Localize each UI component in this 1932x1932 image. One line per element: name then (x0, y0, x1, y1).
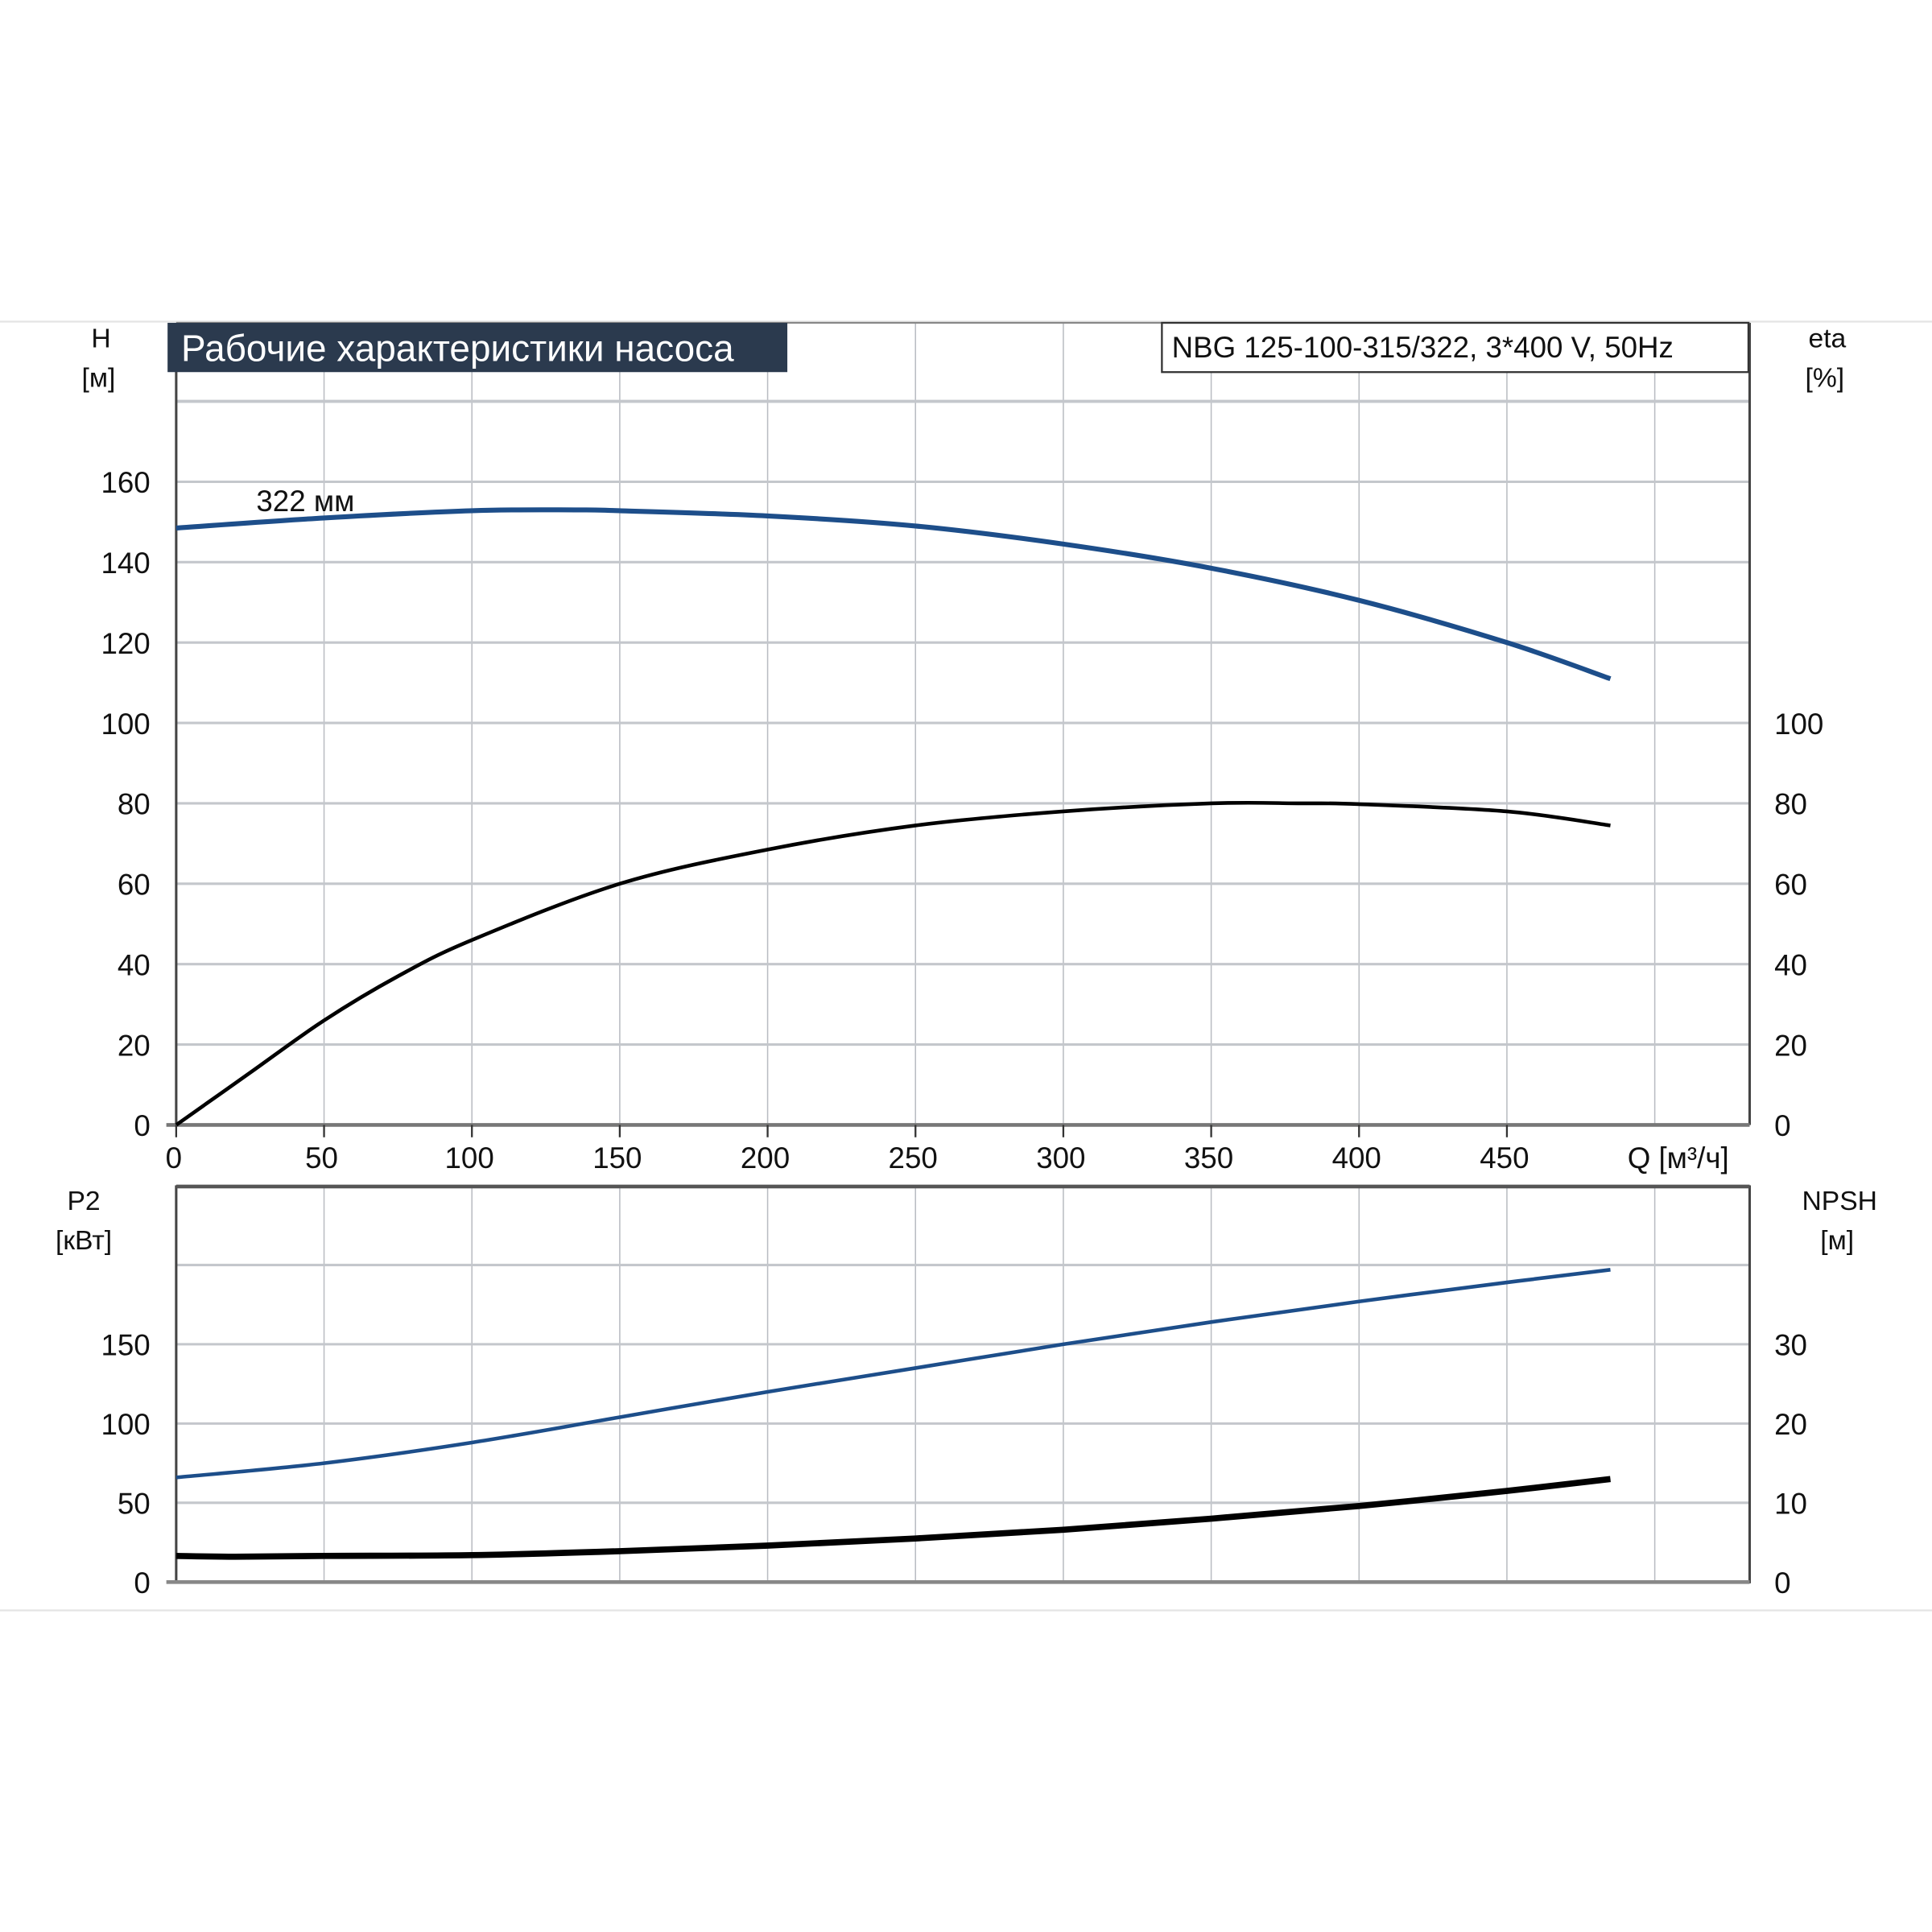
x-tick-label: 300 (1036, 1141, 1085, 1174)
x-tick-label: 50 (305, 1141, 338, 1174)
eta-axis-label: eta (1808, 324, 1846, 354)
h-tick-label: 160 (101, 466, 150, 499)
h-axis-label: H (91, 324, 110, 354)
x-tick-label: 250 (889, 1141, 938, 1174)
h-tick-label: 80 (118, 788, 151, 821)
x-tick-label: 150 (592, 1141, 642, 1174)
p2-tick-label: 0 (134, 1567, 150, 1600)
eta-tick-label: 80 (1774, 788, 1807, 821)
npsh-tick-label: 0 (1774, 1567, 1790, 1600)
h-tick-label: 20 (118, 1029, 151, 1062)
h-tick-label: 140 (101, 547, 150, 580)
eta-tick-label: 60 (1774, 869, 1807, 902)
npsh-tick-label: 30 (1774, 1329, 1807, 1362)
model-label: NBG 125-100-315/322, 3*400 V, 50Hz (1172, 331, 1674, 364)
npsh-curve (175, 1476, 1611, 1560)
x-tick-label: 400 (1332, 1141, 1381, 1174)
x-tick-label: 200 (741, 1141, 790, 1174)
eta-axis-unit: [%] (1806, 364, 1845, 394)
p2-axis-label: P2 (67, 1187, 100, 1216)
model-box (1161, 321, 1750, 374)
p2-tick-label: 50 (118, 1488, 151, 1521)
h-tick-label: 60 (118, 869, 151, 902)
x-tick-label: 0 (166, 1141, 182, 1174)
efficiency-curve (175, 800, 1611, 1127)
title-banner (167, 323, 788, 373)
impeller-annotation: 322 мм (256, 485, 354, 518)
lower-frame (175, 1185, 1751, 1583)
head-curve (175, 507, 1612, 682)
q-axis-label: Q [м³/ч] (1628, 1141, 1729, 1174)
h-tick-label: 120 (101, 627, 150, 660)
p2-axis-unit: [кВт] (56, 1226, 112, 1256)
eta-tick-label: 20 (1774, 1029, 1807, 1062)
h-tick-label: 100 (101, 708, 150, 741)
x-tick-label: 350 (1184, 1141, 1233, 1174)
npsh-axis-label: NPSH (1802, 1187, 1877, 1216)
npsh-axis-unit: [м] (1820, 1226, 1854, 1256)
npsh-tick-label: 10 (1774, 1488, 1807, 1521)
chart-title: Рабочие характеристики насоса (181, 327, 734, 369)
eta-tick-label: 0 (1774, 1109, 1790, 1142)
power-p2-curve (175, 1268, 1611, 1480)
h-tick-label: 40 (118, 948, 151, 981)
eta-tick-label: 100 (1774, 708, 1823, 741)
p2-tick-label: 150 (101, 1329, 150, 1362)
p2-tick-label: 100 (101, 1408, 150, 1441)
x-tick-label: 450 (1480, 1141, 1529, 1174)
h-axis-unit: [м] (82, 364, 116, 394)
x-tick-label: 100 (445, 1141, 494, 1174)
h-tick-label: 0 (134, 1109, 150, 1142)
eta-tick-label: 40 (1774, 948, 1807, 981)
npsh-tick-label: 20 (1774, 1408, 1807, 1441)
